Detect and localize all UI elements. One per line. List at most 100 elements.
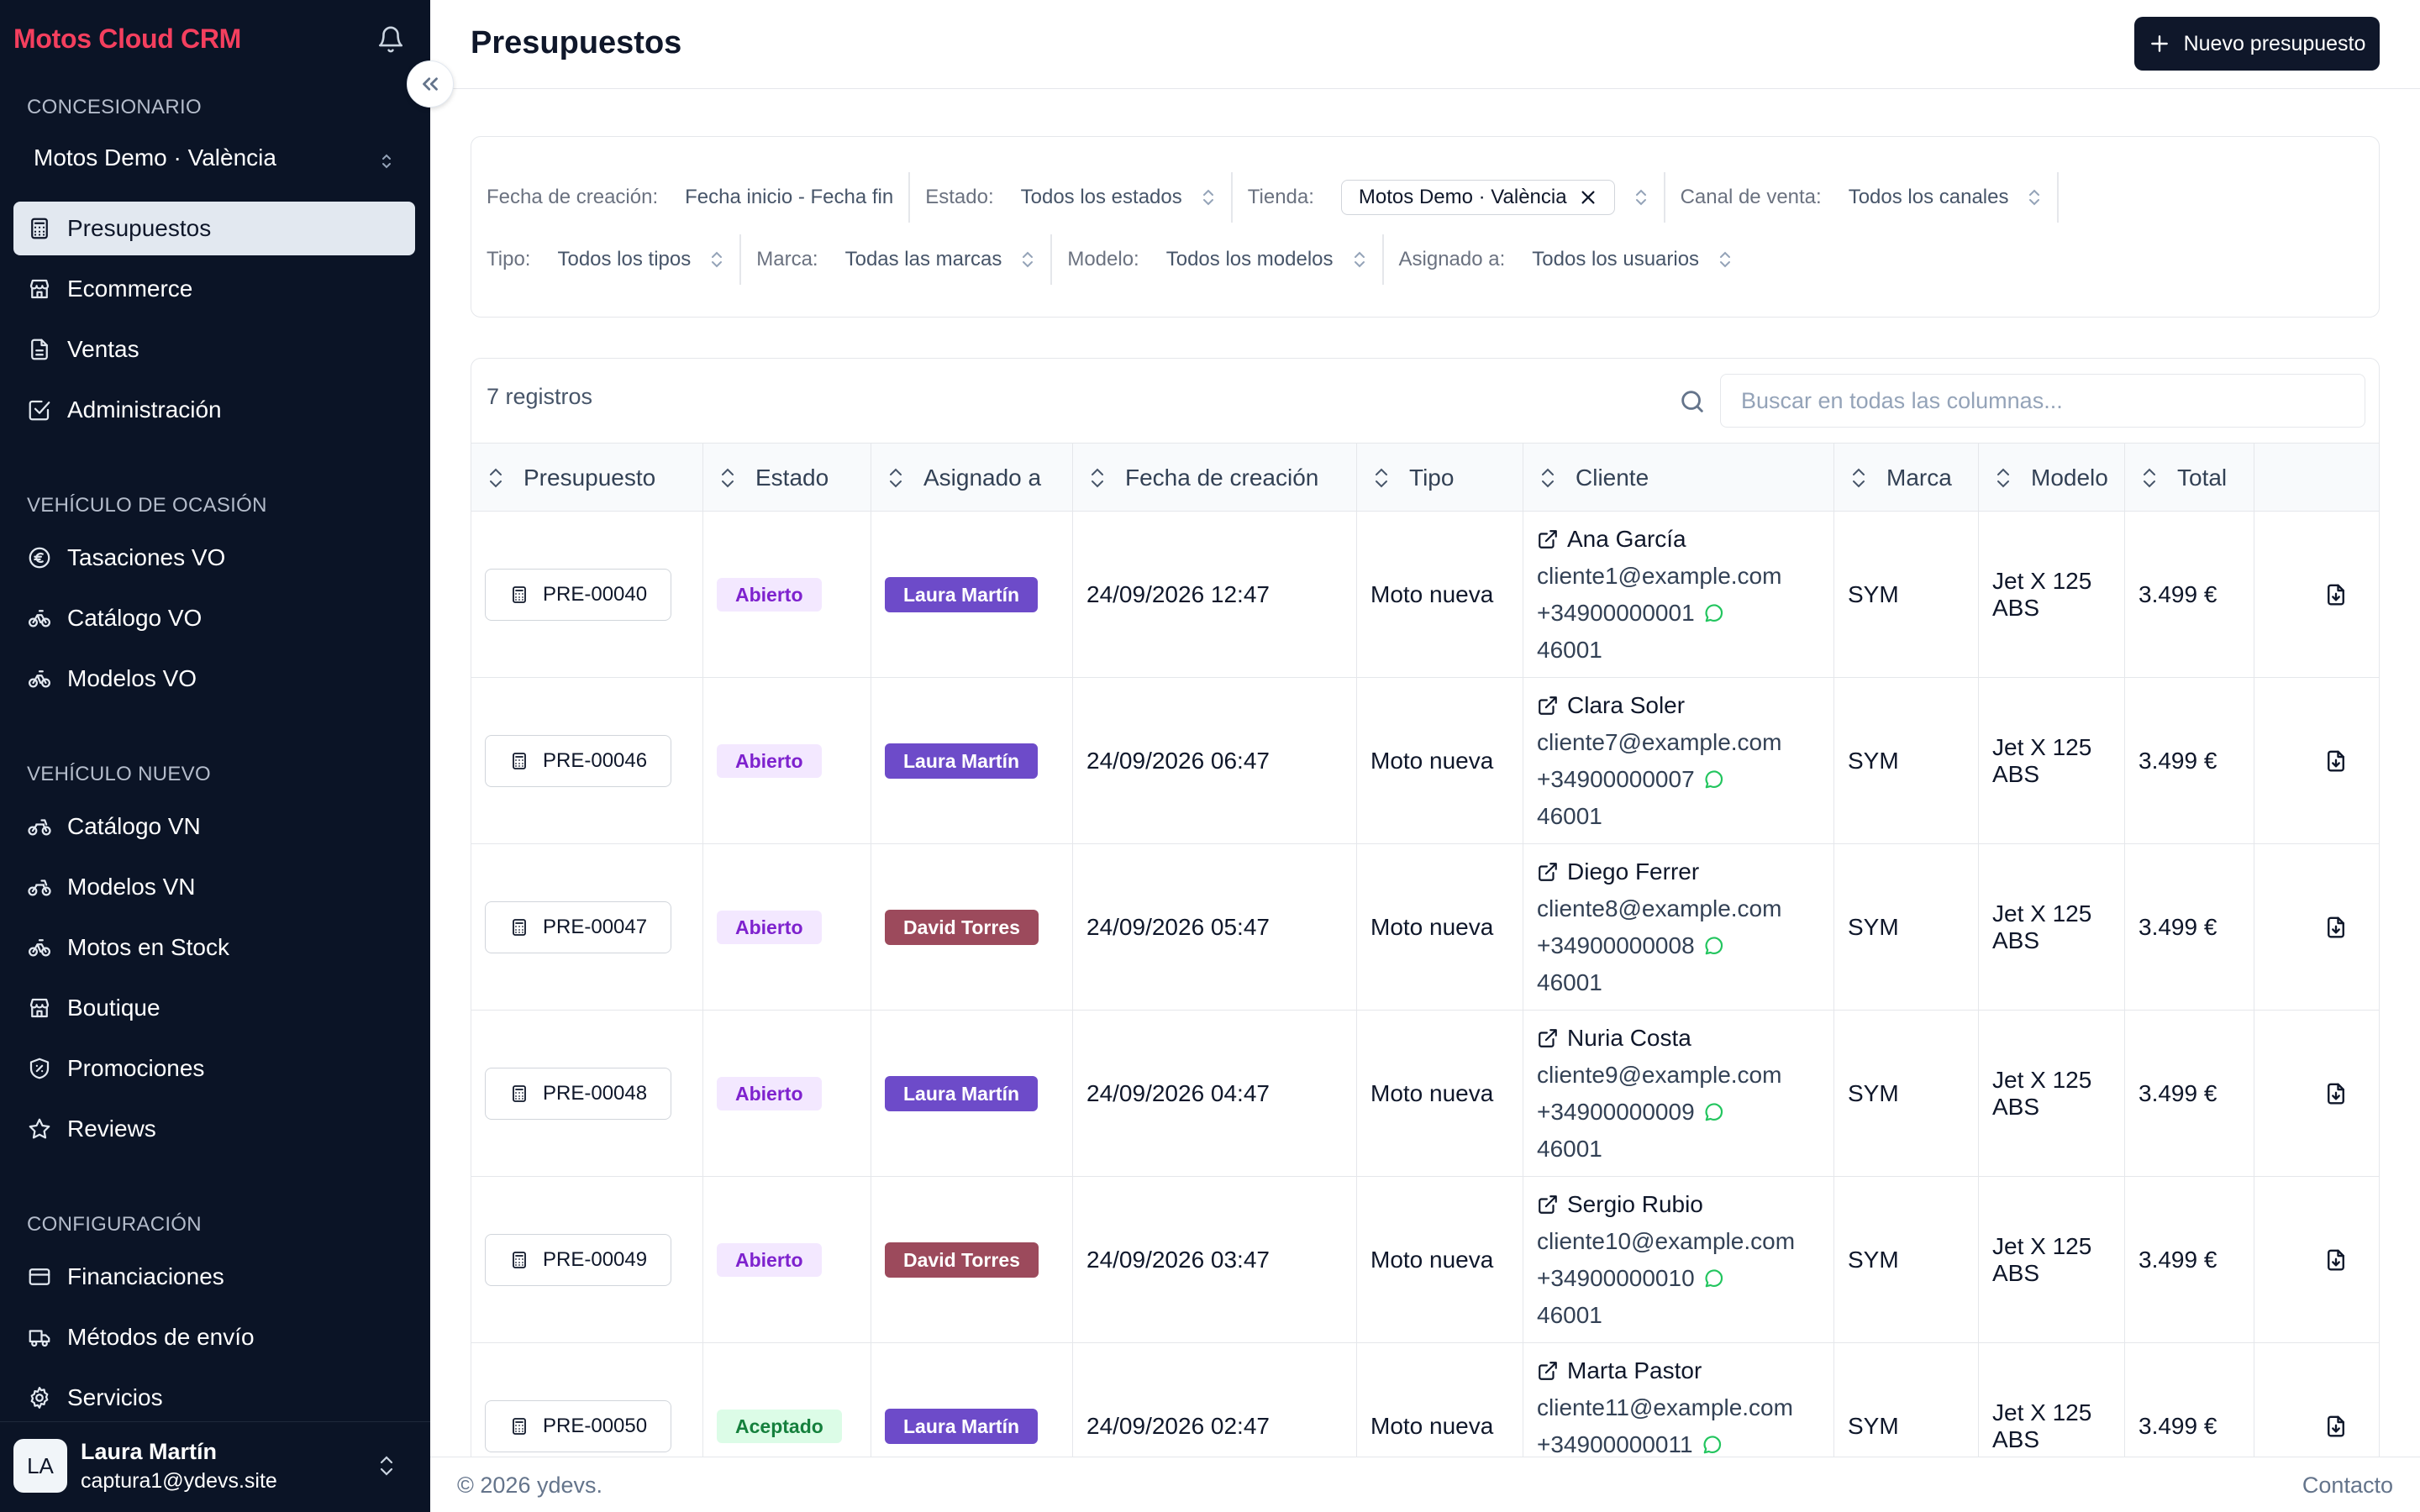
- sidebar-item-metodos-de-envio[interactable]: Métodos de envío: [13, 1310, 415, 1364]
- client-link[interactable]: Diego Ferrer: [1537, 853, 1699, 890]
- bell-icon[interactable]: [376, 25, 405, 54]
- whatsapp-icon[interactable]: [1703, 935, 1725, 957]
- download-pdf-icon[interactable]: [2323, 1079, 2349, 1108]
- user-menu[interactable]: LA Laura Martín captura1@ydevs.site: [0, 1421, 430, 1512]
- collapse-sidebar-button[interactable]: [407, 60, 454, 108]
- filter-brand[interactable]: Marca: Todas las marcas: [741, 234, 1053, 285]
- table-cell: Abierto: [703, 512, 871, 678]
- table-cell: Moto nueva: [1357, 512, 1523, 678]
- table-row[interactable]: PRE-00047 Abierto David Torres 24/09/2026 0…: [471, 844, 2379, 1011]
- table-cell: Moto nueva: [1357, 678, 1523, 844]
- sidebar-item-tasaciones-vo[interactable]: Tasaciones VO: [13, 531, 415, 585]
- table-row[interactable]: PRE-00046 Abierto Laura Martín 24/09/2026 0…: [471, 678, 2379, 844]
- column-header[interactable]: Marca: [1834, 444, 1979, 512]
- filter-created[interactable]: Fecha de creación: Fecha inicio - Fecha …: [471, 172, 911, 223]
- table-cell: 3.499 €: [2125, 1177, 2254, 1343]
- filter-model[interactable]: Modelo: Todos los modelos: [1052, 234, 1384, 285]
- client-email: cliente9@example.com: [1537, 1062, 1782, 1088]
- download-pdf-icon[interactable]: [2323, 580, 2349, 609]
- contact-link[interactable]: Contacto: [2302, 1473, 2393, 1498]
- table-cell: Jet X 125 ABS: [1979, 844, 2125, 1011]
- section-vo: VEHÍCULO DE OCASIÓN: [27, 494, 267, 517]
- calculator-icon: [509, 916, 529, 939]
- table-row[interactable]: PRE-00048 Abierto Laura Martín 24/09/2026 0…: [471, 1011, 2379, 1177]
- search-input[interactable]: [1720, 374, 2365, 428]
- sidebar-item-presupuestos[interactable]: Presupuestos: [13, 202, 415, 255]
- table-row[interactable]: PRE-00049 Abierto David Torres 24/09/2026 0…: [471, 1177, 2379, 1343]
- column-header[interactable]: Estado: [703, 444, 871, 512]
- column-header[interactable]: Cliente: [1523, 444, 1834, 512]
- filter-channel[interactable]: Canal de venta: Todos los canales: [1665, 172, 2060, 223]
- filter-assigned[interactable]: Asignado a: Todos los usuarios: [1384, 234, 1749, 285]
- section-dealer: CONCESIONARIO: [27, 96, 202, 118]
- client-name: Marta Pastor: [1567, 1357, 1702, 1383]
- brand: SYM: [1848, 581, 1899, 607]
- download-pdf-icon[interactable]: [2323, 1246, 2349, 1274]
- client-link[interactable]: Marta Pastor: [1537, 1352, 1702, 1389]
- quote-id: PRE-00046: [543, 749, 648, 772]
- column-header[interactable]: Presupuesto: [471, 444, 703, 512]
- sidebar-item-modelos-vo[interactable]: Modelos VO: [13, 652, 415, 706]
- column-label: Marca: [1886, 465, 1952, 491]
- table-cell: SYM: [1834, 1011, 1979, 1177]
- table-cell: SYM: [1834, 844, 1979, 1011]
- column-header[interactable]: Fecha de creación: [1073, 444, 1357, 512]
- quote-id-chip[interactable]: PRE-00046: [485, 735, 671, 787]
- client-link[interactable]: Ana García: [1537, 521, 1686, 558]
- brand-logo[interactable]: Motos Cloud CRM: [13, 24, 242, 54]
- table-row[interactable]: PRE-00040 Abierto Laura Martín 24/09/2026 1…: [471, 512, 2379, 678]
- sidebar-item-promociones[interactable]: Promociones: [13, 1042, 415, 1095]
- store-icon: [27, 276, 52, 302]
- sidebar-item-servicios[interactable]: Servicios: [13, 1371, 415, 1425]
- whatsapp-icon[interactable]: [1703, 769, 1725, 790]
- filter-store[interactable]: Tienda: Motos Demo · València: [1233, 172, 1665, 223]
- column-header[interactable]: Modelo: [1979, 444, 2125, 512]
- sidebar-item-catalogo-vo[interactable]: Catálogo VO: [13, 591, 415, 645]
- section-config: CONFIGURACIÓN: [27, 1213, 202, 1236]
- whatsapp-icon[interactable]: [1703, 602, 1725, 624]
- sidebar-item-ecommerce[interactable]: Ecommerce: [13, 262, 415, 316]
- sidebar-item-ventas[interactable]: Ventas: [13, 323, 415, 376]
- sidebar-item-reviews[interactable]: Reviews: [13, 1102, 415, 1156]
- calculator-icon: [509, 1082, 529, 1105]
- column-header[interactable]: Total: [2125, 444, 2254, 512]
- store-chip[interactable]: Motos Demo · València: [1340, 180, 1615, 215]
- quote-id-chip[interactable]: PRE-00050: [485, 1400, 671, 1452]
- download-pdf-icon[interactable]: [2323, 747, 2349, 775]
- filter-status[interactable]: Estado: Todos los estados: [910, 172, 1233, 223]
- sidebar-item-boutique[interactable]: Boutique: [13, 981, 415, 1035]
- quote-id: PRE-00050: [543, 1415, 648, 1437]
- whatsapp-icon[interactable]: [1703, 1101, 1725, 1123]
- assignee-badge: David Torres: [885, 1242, 1039, 1278]
- client-link[interactable]: Sergio Rubio: [1537, 1186, 1703, 1223]
- dealer-select[interactable]: Motos Demo · València: [34, 144, 395, 178]
- whatsapp-icon[interactable]: [1702, 1434, 1723, 1456]
- client-link[interactable]: Nuria Costa: [1537, 1020, 1691, 1057]
- brand: SYM: [1848, 914, 1899, 940]
- quote-id-chip[interactable]: PRE-00047: [485, 901, 671, 953]
- chevrons-up-down-icon: [1718, 249, 1733, 270]
- filter-type[interactable]: Tipo: Todos los tipos: [471, 234, 742, 285]
- download-pdf-icon[interactable]: [2323, 1412, 2349, 1441]
- column-header[interactable]: Tipo: [1357, 444, 1523, 512]
- chevrons-left-icon: [418, 71, 443, 97]
- quote-id-chip[interactable]: PRE-00048: [485, 1068, 671, 1120]
- table-row[interactable]: PRE-00050 Aceptado Laura Martín 24/09/2026 …: [471, 1343, 2379, 1509]
- whatsapp-icon[interactable]: [1703, 1268, 1725, 1289]
- quote-id-chip[interactable]: PRE-00049: [485, 1234, 671, 1286]
- sidebar-item-catalogo-vn[interactable]: Catálogo VN: [13, 800, 415, 853]
- new-quote-button[interactable]: Nuevo presupuesto: [2134, 17, 2380, 71]
- assignee-badge: Laura Martín: [885, 743, 1039, 779]
- download-pdf-icon[interactable]: [2323, 913, 2349, 942]
- table-cell: 3.499 €: [2125, 512, 2254, 678]
- table-cell: Jet X 125 ABS: [1979, 1177, 2125, 1343]
- created-date: 24/09/2026 03:47: [1086, 1247, 1270, 1273]
- sidebar-item-administracion[interactable]: Administración: [13, 383, 415, 437]
- quote-id-chip[interactable]: PRE-00040: [485, 569, 671, 621]
- close-icon[interactable]: [1579, 188, 1597, 207]
- sidebar-item-motos-en-stock[interactable]: Motos en Stock: [13, 921, 415, 974]
- sidebar-item-modelos-vn[interactable]: Modelos VN: [13, 860, 415, 914]
- sidebar-item-financiaciones[interactable]: Financiaciones: [13, 1250, 415, 1304]
- client-link[interactable]: Clara Soler: [1537, 687, 1685, 724]
- column-header[interactable]: Asignado a: [871, 444, 1073, 512]
